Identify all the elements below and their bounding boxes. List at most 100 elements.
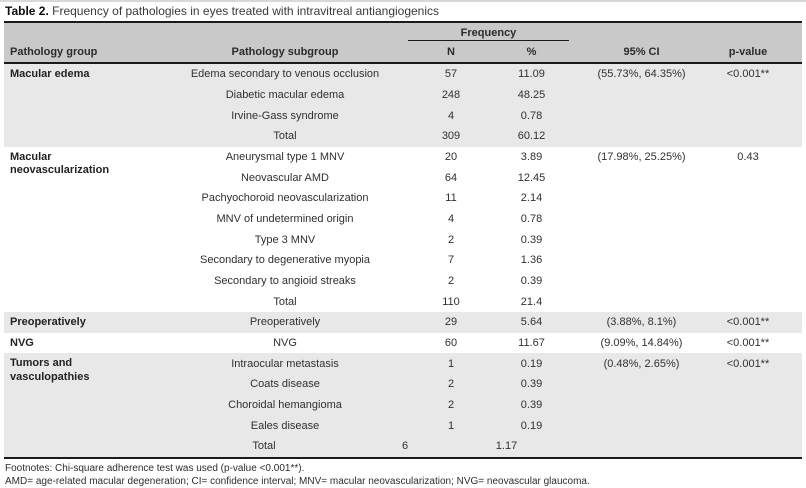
ci-value-cell: (55.73%, 64.35%)	[597, 68, 686, 81]
percent-value-cell: 1.36	[520, 254, 543, 267]
table-body: Macular edema Edema secondary to venous o…	[4, 64, 802, 459]
table-section: NVG NVG 60 11.67 (9.09%, 14.84%) <0.001**	[4, 333, 802, 354]
p-value-cell	[714, 395, 802, 416]
pathology-group-label: NVG	[10, 336, 34, 349]
percent-value-cell: 11.67	[518, 337, 545, 350]
pathology-subgroup-cell: Secondary to degenerative myopia	[200, 254, 370, 267]
p-value-cell	[714, 250, 802, 271]
p-value-cell	[714, 415, 802, 436]
n-value-cell: 110	[442, 295, 460, 308]
ci-value-cell	[569, 415, 714, 436]
ci-value-cell	[569, 271, 714, 292]
column-header-pvalue: p-value	[728, 45, 768, 58]
pathology-subgroup-cell: Total	[273, 130, 297, 143]
ci-value-cell	[569, 126, 714, 147]
percent-value-cell: 0.39	[520, 233, 543, 246]
pathology-subgroup-cell: Choroidal hemangioma	[228, 399, 342, 412]
pathology-subgroup-cell: Diabetic macular edema	[225, 89, 345, 101]
n-value-cell: 64	[444, 171, 458, 184]
column-header-percent: %	[526, 45, 537, 58]
ci-value-cell	[569, 374, 714, 395]
n-value-cell: 2	[447, 399, 455, 412]
percent-value-cell: 5.64	[520, 316, 543, 329]
ci-value-cell	[569, 167, 714, 188]
ci-value-cell: (0.48%, 2.65%)	[603, 357, 680, 370]
p-value-cell	[714, 291, 802, 312]
pathology-group-label: Macular edema	[10, 68, 90, 80]
pathology-subgroup-cell: Intraocular metastasis	[231, 357, 339, 370]
column-header-ci: 95% CI	[623, 45, 660, 58]
pathology-subgroup-cell: Type 3 MNV	[254, 233, 316, 246]
n-value-cell: 20	[444, 151, 458, 164]
pathology-group-label: Preoperatively	[10, 316, 86, 329]
pathology-group-label: Macular neovascularization	[10, 150, 110, 177]
percent-value-cell: 12.45	[517, 171, 546, 184]
p-value-cell	[714, 209, 802, 230]
table-section: Macular neovascularization Aneurysmal typ…	[4, 147, 802, 312]
n-value-cell: 11	[445, 192, 457, 205]
p-value-cell: 0.43	[737, 151, 759, 164]
n-value-cell: 309	[441, 130, 461, 143]
ci-value-cell	[569, 188, 714, 209]
p-value-cell	[714, 436, 802, 457]
percent-value-cell: 0.78	[520, 109, 543, 122]
percent-value-cell: 60.12	[517, 130, 546, 143]
column-header-pathology-subgroup: Pathology subgroup	[231, 45, 339, 58]
p-value-cell: <0.001**	[726, 337, 770, 350]
n-value-cell: 1	[447, 357, 455, 370]
ci-value-cell: (3.88%, 8.1%)	[606, 316, 677, 329]
ci-value-cell	[569, 250, 714, 271]
pathology-subgroup-cell: Total	[252, 440, 276, 453]
percent-value-cell: 0.39	[520, 378, 543, 391]
table-header: Frequency Pathology group Pathology subg…	[4, 21, 802, 64]
n-value-cell: 2	[447, 233, 455, 246]
ci-value-cell: (9.09%, 14.84%)	[600, 337, 683, 350]
pathology-subgroup-cell: NVG	[273, 337, 297, 350]
table-section: Preoperatively Preoperatively 29 5.64 (3.88%…	[4, 312, 802, 333]
column-header-n: N	[447, 45, 455, 58]
n-value-cell: 6	[401, 440, 409, 453]
n-value-cell: 60	[444, 337, 458, 350]
percent-value-cell: 0.39	[520, 275, 543, 288]
p-value-cell	[714, 167, 802, 188]
pathology-subgroup-cell: Irvine-Gass syndrome	[231, 109, 339, 122]
percent-value-cell: 0.39	[520, 399, 543, 412]
n-value-cell: 57	[444, 68, 458, 81]
pathology-subgroup-cell: Neovascular AMD	[240, 171, 330, 184]
paper-table-figure: Table 2. Frequency of pathologies in eye…	[0, 4, 806, 487]
pathology-subgroup-cell: MNV of undetermined origin	[216, 213, 354, 226]
p-value-cell	[714, 126, 802, 147]
percent-value-cell: 0.78	[520, 213, 543, 226]
table-section: Tumors and vasculopathies Intraocular met…	[4, 353, 802, 457]
table-number: Table 2.	[5, 4, 49, 18]
column-header-pathology-group: Pathology group	[10, 45, 98, 58]
table-caption: Table 2. Frequency of pathologies in eye…	[5, 4, 801, 18]
pathology-subgroup-cell: Total	[273, 295, 297, 308]
table-title-text: Frequency of pathologies in eyes treated…	[48, 4, 440, 18]
p-value-cell	[714, 105, 802, 126]
ci-value-cell	[569, 105, 714, 126]
p-value-cell	[714, 271, 802, 292]
ci-value-cell	[569, 436, 714, 457]
ci-value-cell: (17.98%, 25.25%)	[597, 151, 686, 164]
table-section: Macular edema Edema secondary to venous o…	[4, 64, 802, 147]
n-value-cell: 1	[447, 419, 455, 432]
p-value-cell: <0.001**	[726, 316, 770, 329]
ci-value-cell	[569, 395, 714, 416]
n-value-cell: 248	[441, 89, 461, 101]
p-value-cell	[714, 374, 802, 395]
n-value-cell: 2	[447, 378, 455, 391]
percent-value-cell: 21.4	[520, 295, 543, 308]
p-value-cell	[714, 229, 802, 250]
ci-value-cell	[569, 291, 714, 312]
percent-value-cell: 0.19	[520, 357, 543, 370]
percent-value-cell: 11.09	[518, 68, 545, 81]
n-value-cell: 4	[447, 213, 455, 226]
pathologies-table: Frequency Pathology group Pathology subg…	[4, 21, 802, 459]
percent-value-cell: 3.89	[520, 151, 543, 164]
percent-value-cell: 2.14	[520, 192, 543, 205]
percent-value-cell: 0.19	[520, 419, 543, 432]
ci-value-cell	[569, 209, 714, 230]
n-value-cell: 7	[447, 254, 455, 267]
p-value-cell	[714, 188, 802, 209]
